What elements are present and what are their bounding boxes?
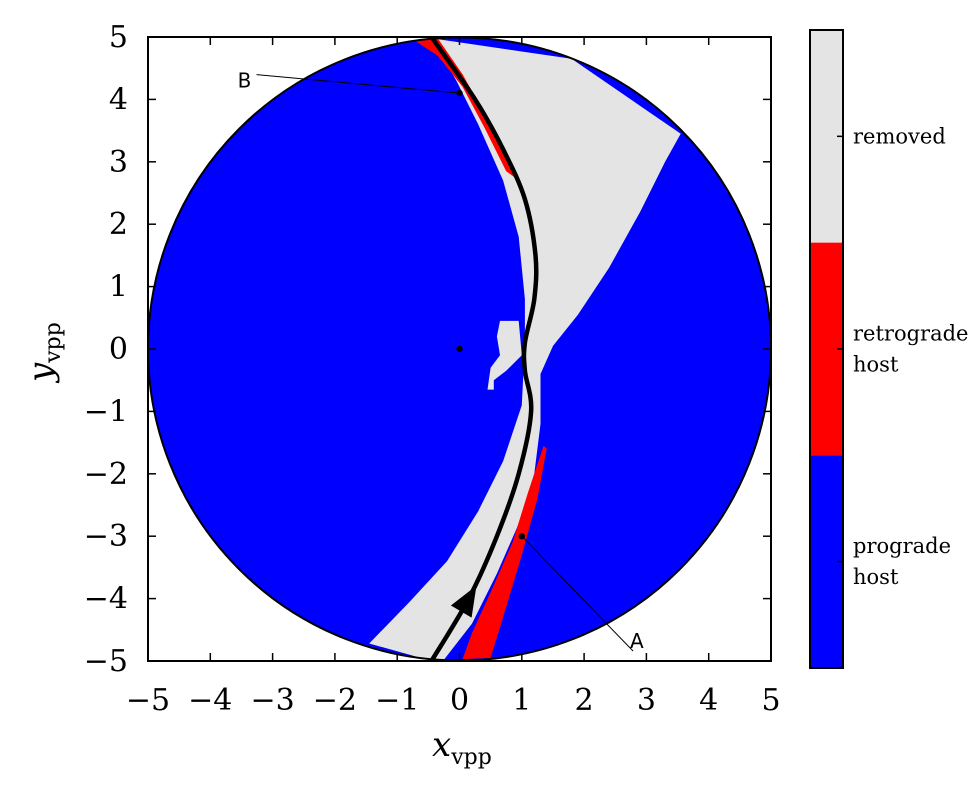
annotation-label-A: A — [630, 629, 644, 653]
y-axis-title-sub: vpp — [41, 322, 66, 364]
annotation-label-B: B — [238, 69, 252, 93]
marked-points-layer: AB — [238, 69, 644, 653]
colorbar-label: prograde — [853, 534, 951, 558]
x-tick-label: −1 — [375, 683, 419, 718]
y-tick-label: 1 — [109, 270, 128, 305]
trajectory-arrow — [450, 585, 477, 618]
x-tick-label: −5 — [126, 683, 170, 718]
x-tick-label: −4 — [188, 683, 232, 718]
y-axis-title-main: y — [21, 362, 61, 384]
colorbar-label: removed — [853, 124, 946, 148]
y-tick-label: −4 — [84, 582, 128, 617]
y-tick-label: 3 — [109, 145, 128, 180]
x-tick-label: −3 — [250, 683, 294, 718]
y-tick-label: −3 — [84, 519, 128, 554]
y-tick-label: 4 — [109, 82, 128, 117]
x-axis-ticks: −5 −4 −3 −2 −1 0 1 2 3 4 5 — [126, 37, 781, 718]
removed-region-1 — [487, 320, 522, 390]
y-tick-label: −5 — [84, 644, 128, 679]
retrograde-region-1 — [462, 445, 547, 660]
annotation-leader-A — [521, 535, 634, 652]
x-tick-label: 3 — [637, 683, 656, 718]
annotation-leader-B — [256, 74, 460, 94]
y-tick-label: 0 — [109, 332, 128, 367]
y-tick-label: −1 — [84, 394, 128, 429]
y-tick-label: 2 — [109, 207, 128, 242]
colorbar-label: host — [853, 565, 899, 589]
x-tick-label: 0 — [450, 683, 469, 718]
point-marker-origin — [456, 345, 463, 353]
x-tick-label: −2 — [313, 683, 357, 718]
colorbar-label: retrograde — [853, 322, 968, 346]
x-axis-title: xvpp — [432, 725, 492, 770]
y-tick-label: 5 — [109, 20, 128, 55]
y-tick-label: −2 — [84, 457, 128, 492]
x-axis-title-main: x — [432, 725, 451, 765]
colorbar: removed retrograde host prograde host — [809, 29, 968, 669]
y-axis-title: yvpp — [21, 322, 66, 384]
x-tick-label: 2 — [575, 683, 594, 718]
x-tick-label: 1 — [512, 683, 531, 718]
x-tick-label: 5 — [761, 683, 780, 718]
x-axis-title-sub: vpp — [450, 745, 492, 770]
colorbar-frame — [809, 29, 844, 669]
x-tick-label: 4 — [699, 683, 718, 718]
trajectory-line — [429, 35, 539, 663]
trajectory-layer — [429, 35, 539, 663]
y-axis-ticks: −5 −4 −3 −2 −1 0 1 2 3 4 5 — [84, 20, 771, 679]
retrograde-region-0 — [415, 38, 519, 181]
colorbar-label: host — [853, 353, 899, 377]
